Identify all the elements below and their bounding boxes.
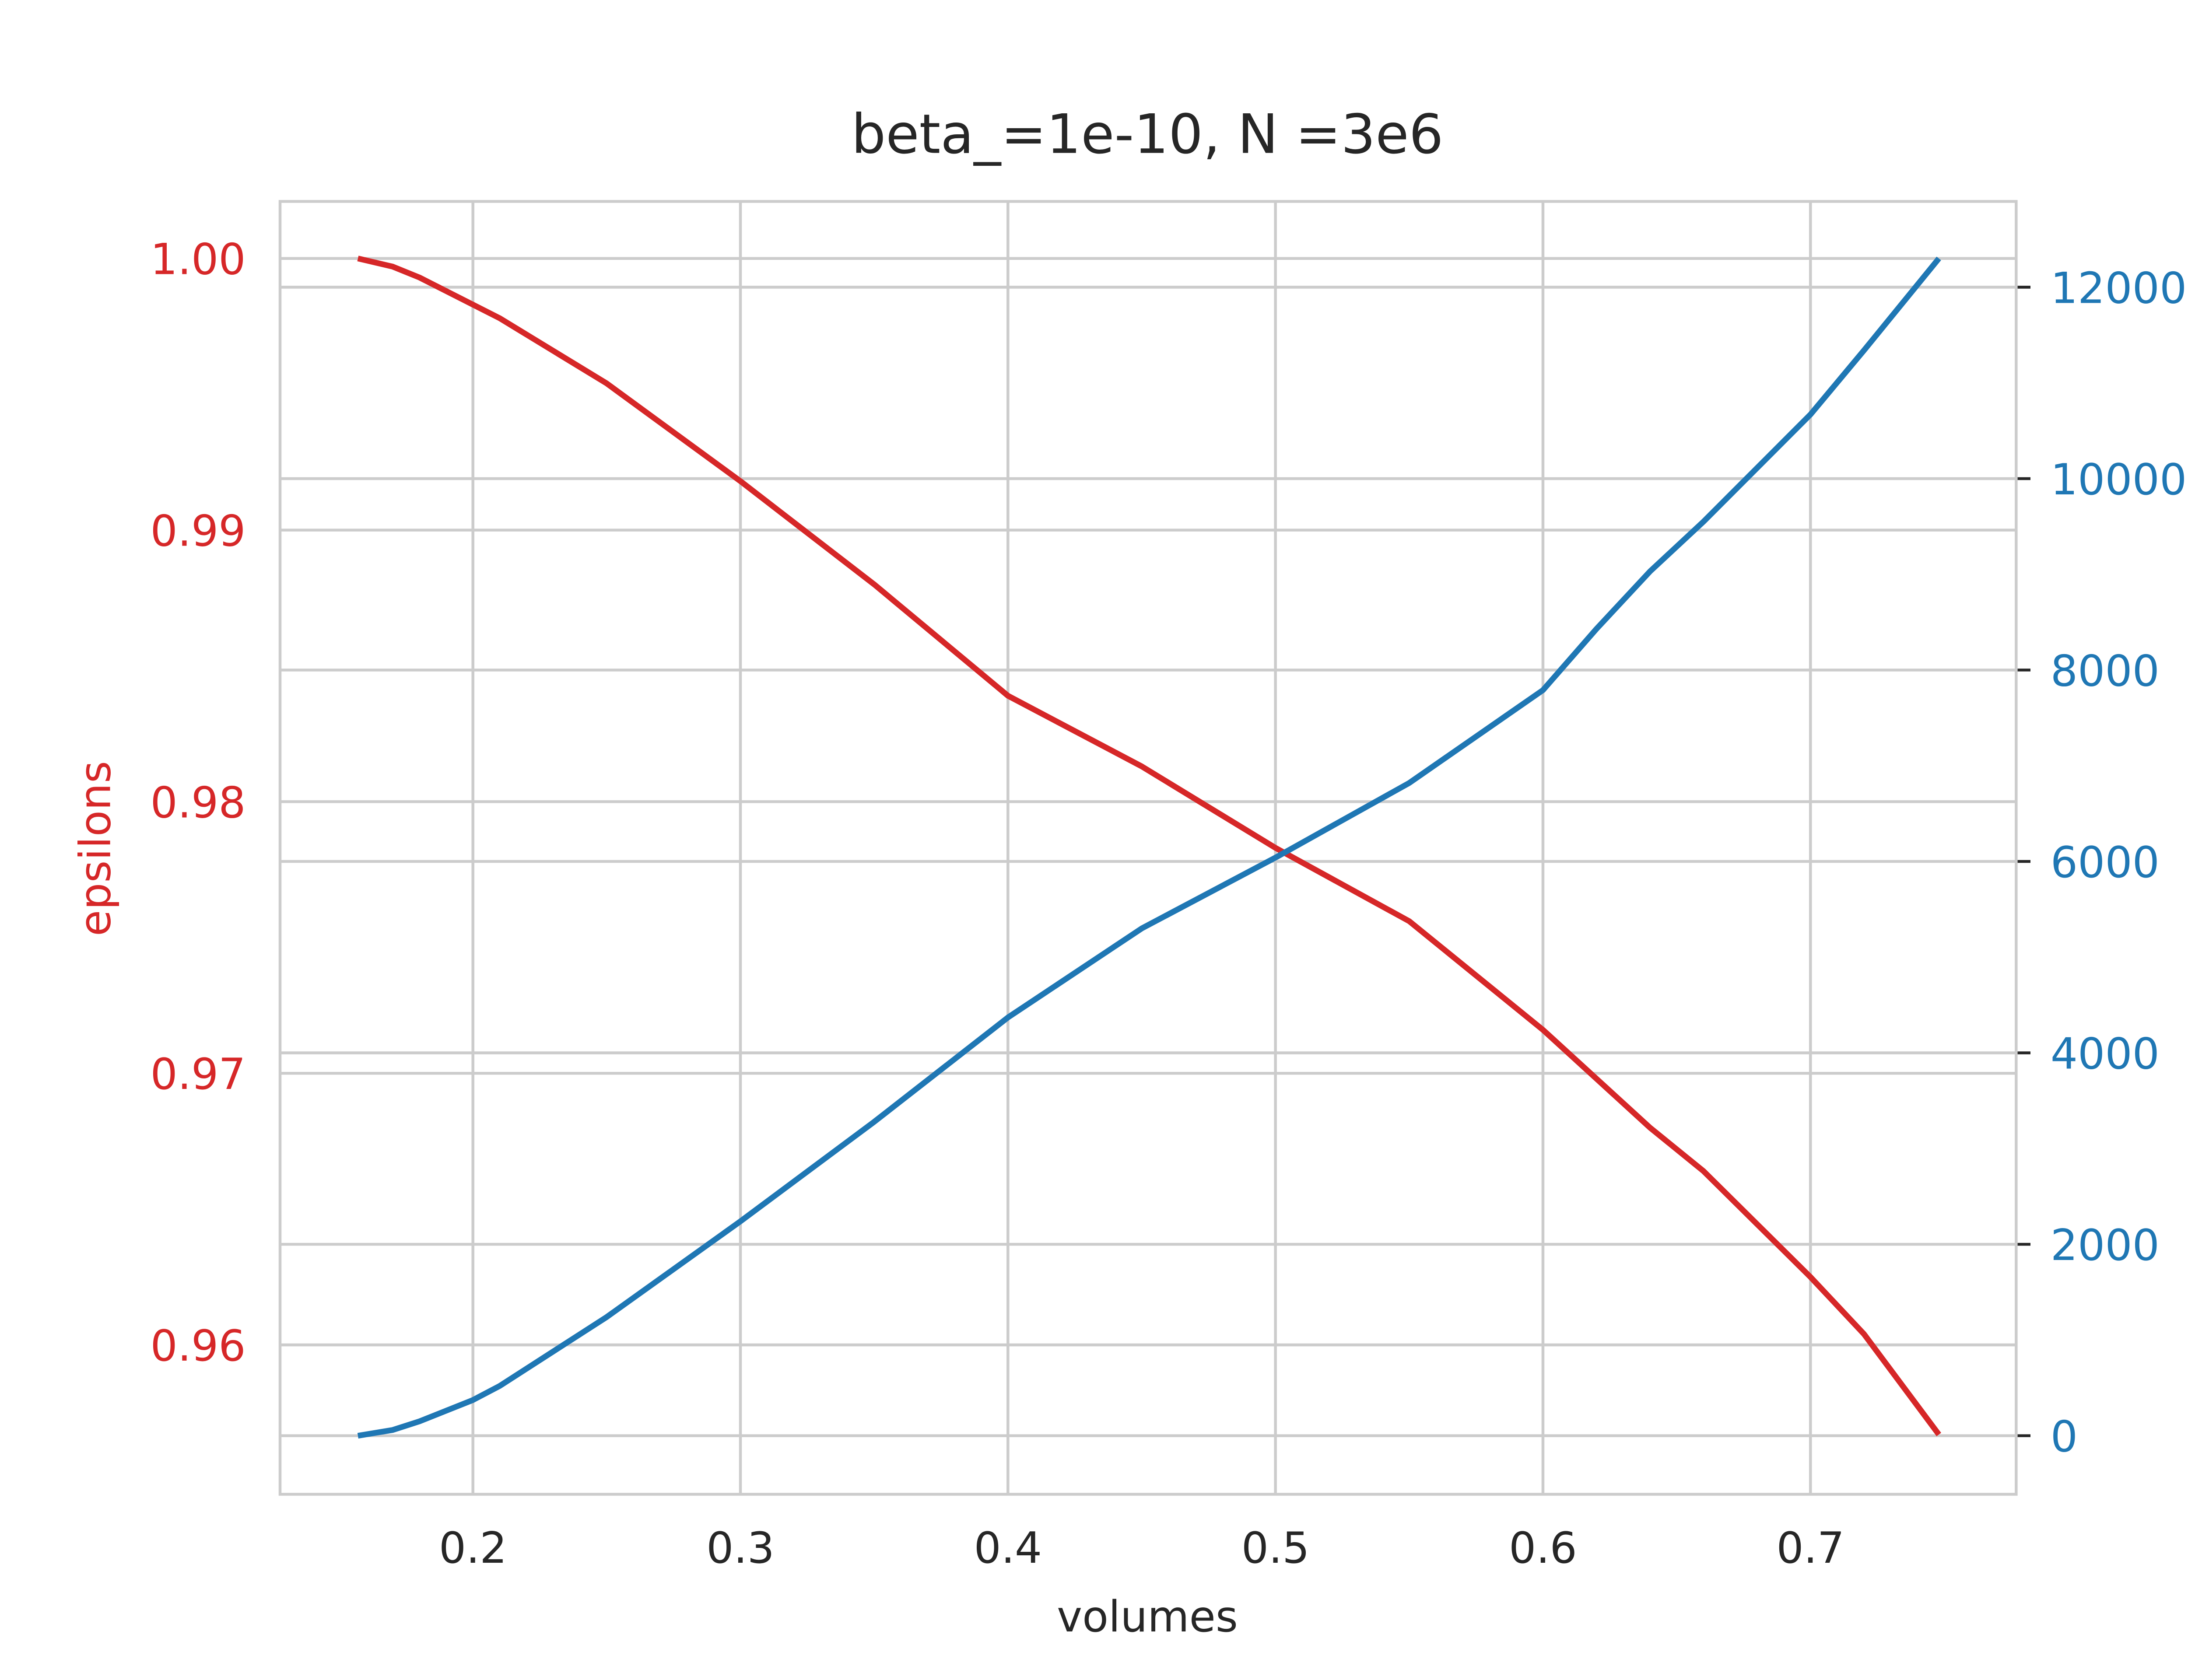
x-axis-label: volumes: [1057, 1592, 1238, 1642]
y-tick-label: 0.96: [151, 1321, 246, 1371]
y-tick-label: 0.98: [151, 778, 246, 828]
y-axis-label: epsilons: [70, 761, 120, 936]
y-tick-label: 0.97: [151, 1050, 246, 1099]
x-tick-label: 0.6: [1509, 1523, 1577, 1573]
y2-tick-label: 4000: [2051, 1029, 2160, 1079]
y2-tick-label: 10000: [2051, 455, 2187, 505]
x-tick-label: 0.7: [1776, 1523, 1844, 1573]
x-tick-label: 0.5: [1241, 1523, 1310, 1573]
y2-tick-label: 2000: [2051, 1221, 2160, 1270]
data-line: [357, 256, 1941, 1439]
x-tick-label: 0.2: [439, 1523, 507, 1573]
y2-tick-label: 0: [2051, 1412, 2078, 1462]
y2-tick-label: 12000: [2051, 263, 2187, 313]
y2-tick-label: 8000: [2051, 646, 2160, 696]
x-tick-label: 0.3: [706, 1523, 775, 1573]
chart-title: beta_=1e-10, N =3e6: [852, 103, 1444, 166]
y-tick-label: 0.99: [151, 507, 246, 556]
data-line: [357, 256, 1941, 1436]
y2-tick-label: 6000: [2051, 838, 2160, 888]
plot-frame: [278, 200, 2018, 1496]
x-tick-label: 0.4: [974, 1523, 1042, 1573]
y-tick-label: 1.00: [151, 235, 246, 285]
